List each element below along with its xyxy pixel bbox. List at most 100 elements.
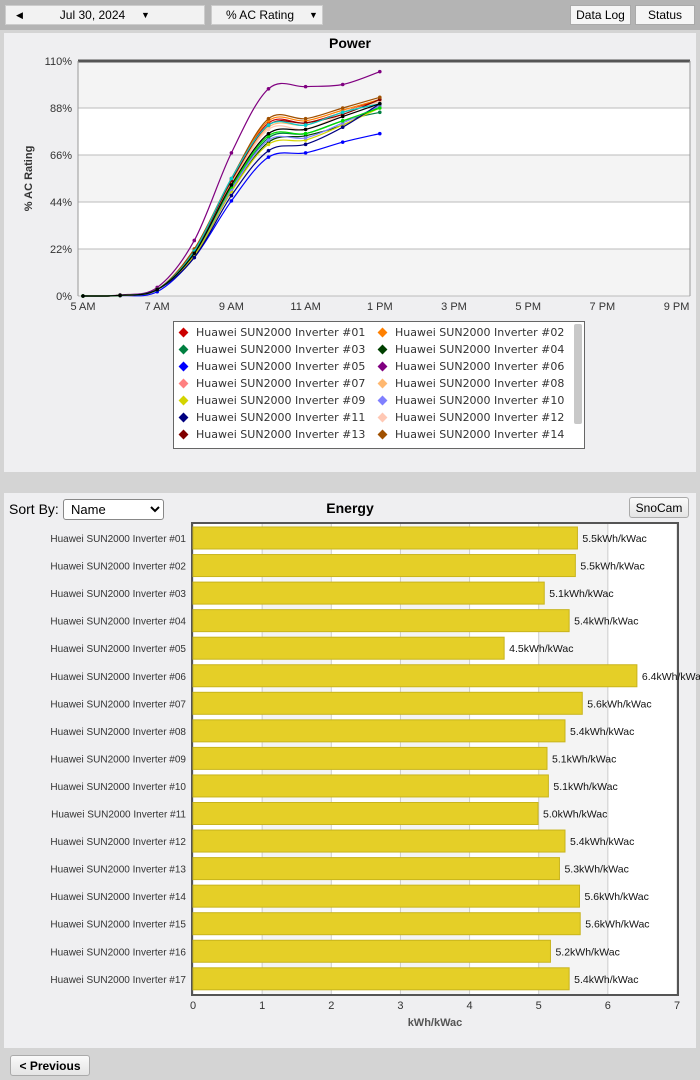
bar (192, 636, 505, 660)
legend-item[interactable]: Huawei SUN2000 Inverter #06 (373, 360, 564, 373)
data-label: 5.4kWh/kWac (574, 616, 638, 628)
legend-item[interactable]: Huawei SUN2000 Inverter #04 (373, 343, 564, 356)
y-tick-label: 44% (50, 197, 72, 209)
legend-item[interactable]: Huawei SUN2000 Inverter #02 (373, 326, 564, 339)
power-title: Power (328, 35, 371, 51)
data-point (266, 155, 271, 159)
bar (192, 912, 581, 936)
metric-label: % AC Rating (225, 8, 295, 22)
data-point (340, 110, 345, 115)
date-picker[interactable]: ◀ Jul 30, 2024 ▼ (5, 5, 205, 25)
category-label: Huawei SUN2000 Inverter #16 (50, 947, 186, 958)
data-point (378, 101, 382, 106)
y-tick-label: 0% (56, 291, 72, 303)
data-point (340, 114, 345, 119)
legend-label: Huawei SUN2000 Inverter #07 (196, 377, 366, 390)
chevron-down-icon: ▼ (141, 10, 150, 20)
category-label: Huawei SUN2000 Inverter #06 (50, 672, 186, 683)
legend-item[interactable]: Huawei SUN2000 Inverter #08 (373, 377, 564, 390)
data-label: 5.1kWh/kWac (553, 781, 617, 793)
y-tick-label: 22% (50, 244, 72, 256)
bar (192, 746, 548, 770)
x-tick-label: 11 AM (290, 301, 320, 313)
data-point (266, 148, 271, 153)
prev-day-icon[interactable]: ◀ (16, 9, 23, 20)
data-point (378, 131, 382, 136)
y-tick-label: 110% (45, 56, 73, 68)
data-label: 5.4kWh/kWac (570, 726, 634, 738)
data-point (229, 176, 234, 181)
data-point (378, 106, 382, 110)
legend-item[interactable]: Huawei SUN2000 Inverter #05 (174, 360, 365, 373)
toolbar: ◀ Jul 30, 2024 ▼ % AC Rating ▼ Data Log … (0, 0, 700, 30)
x-tick-label: 7 (674, 1000, 680, 1012)
data-point (266, 127, 271, 132)
data-label: 5.6kWh/kWac (587, 698, 651, 710)
data-point (266, 138, 271, 142)
data-point (303, 142, 308, 147)
legend-item[interactable]: Huawei SUN2000 Inverter #11 (174, 411, 365, 424)
data-point (266, 116, 271, 121)
legend-label: Huawei SUN2000 Inverter #13 (196, 428, 366, 441)
data-point (303, 136, 308, 140)
data-point (378, 69, 382, 74)
bar (192, 829, 566, 853)
data-point (229, 151, 234, 155)
legend-item[interactable]: Huawei SUN2000 Inverter #07 (174, 377, 365, 390)
category-label: Huawei SUN2000 Inverter #02 (50, 562, 186, 573)
energy-chart: 0 1 2 3 4 5 6 7 kWh/kWac Huawei SUN2000 Inverter … (50, 522, 700, 1029)
legend-label: Huawei SUN2000 Inverter #03 (196, 343, 366, 356)
x-tick-label: 5 AM (70, 301, 95, 313)
bar (192, 939, 551, 963)
power-chart: 0% 22% 44% 66% 88% 110% 5 AM 7 AM 9 AM 11 AM 1 PM 3… (23, 56, 691, 313)
data-point (192, 251, 197, 256)
previous-button[interactable]: < Previous (10, 1055, 90, 1076)
category-label: Huawei SUN2000 Inverter #11 (51, 810, 186, 821)
legend-item[interactable]: Huawei SUN2000 Inverter #10 (373, 394, 564, 407)
data-point (303, 116, 308, 121)
energy-title: Energy (326, 500, 374, 516)
snocam-button[interactable]: SnoCam (629, 497, 689, 518)
legend-item[interactable]: Huawei SUN2000 Inverter #14 (373, 428, 564, 441)
data-log-button[interactable]: Data Log (570, 5, 631, 25)
data-label: 5.6kWh/kWac (585, 891, 649, 903)
data-point (229, 199, 234, 203)
bar (192, 609, 570, 633)
legend-item[interactable]: Huawei SUN2000 Inverter #01 (174, 326, 365, 339)
legend-label: Huawei SUN2000 Inverter #09 (196, 394, 366, 407)
legend-item[interactable]: Huawei SUN2000 Inverter #13 (174, 428, 365, 441)
legend-label: Huawei SUN2000 Inverter #08 (395, 377, 565, 390)
data-point (378, 110, 382, 115)
legend-label: Huawei SUN2000 Inverter #01 (196, 326, 366, 339)
x-tick-label: 4 (467, 1000, 473, 1012)
data-label: 6.4kWh/kWac (642, 671, 700, 683)
legend-label: Huawei SUN2000 Inverter #04 (395, 343, 565, 356)
status-button[interactable]: Status (635, 5, 695, 25)
metric-select[interactable]: % AC Rating ▼ (211, 5, 323, 25)
bar (192, 802, 539, 825)
x-tick-label: 1 PM (367, 301, 393, 313)
data-point (229, 183, 234, 187)
x-tick-label: 5 (536, 1000, 542, 1012)
y-axis-label: % AC Rating (23, 146, 35, 212)
category-label: Huawei SUN2000 Inverter #07 (50, 699, 186, 710)
category-label: Huawei SUN2000 Inverter #03 (50, 589, 186, 600)
legend-scrollbar[interactable] (574, 324, 582, 424)
data-label: 5.0kWh/kWac (543, 809, 607, 821)
x-tick-label: 0 (190, 1000, 196, 1012)
x-tick-label: 3 (397, 1000, 403, 1012)
legend-label: Huawei SUN2000 Inverter #14 (395, 428, 565, 441)
category-label: Huawei SUN2000 Inverter #17 (50, 975, 186, 986)
date-label: Jul 30, 2024 (59, 8, 126, 22)
data-point (303, 151, 308, 155)
data-point (266, 142, 271, 147)
sort-select[interactable]: Name (63, 499, 164, 520)
legend-item[interactable]: Huawei SUN2000 Inverter #03 (174, 343, 365, 356)
x-tick-label: 6 (605, 1000, 611, 1012)
legend-item[interactable]: Huawei SUN2000 Inverter #12 (373, 411, 564, 424)
legend-label: Huawei SUN2000 Inverter #02 (395, 326, 565, 339)
grid-band (78, 61, 690, 108)
legend-label: Huawei SUN2000 Inverter #10 (395, 394, 565, 407)
data-point (340, 125, 345, 130)
legend-item[interactable]: Huawei SUN2000 Inverter #09 (174, 394, 365, 407)
